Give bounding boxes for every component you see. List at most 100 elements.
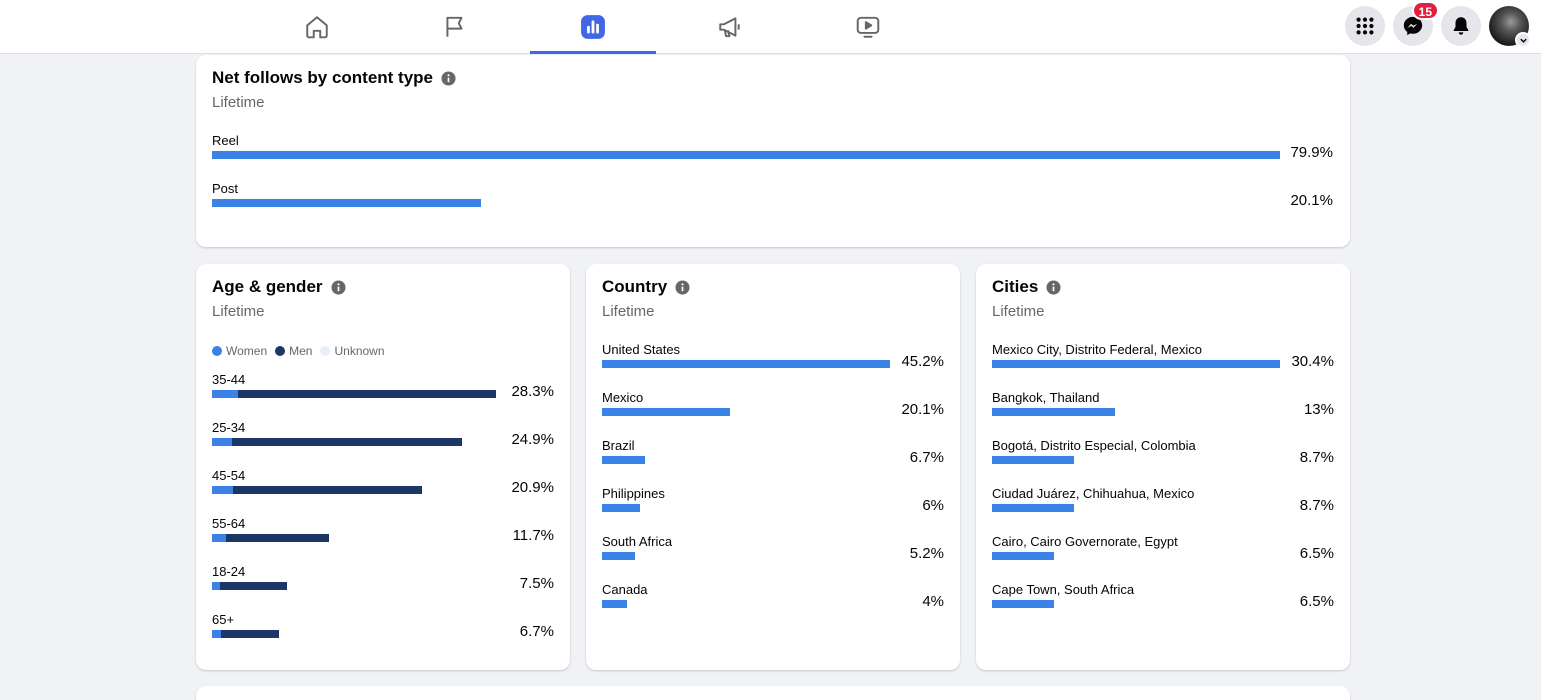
country-row: Philippines 6% [602,486,944,516]
row-label: 25-34 [212,420,246,435]
bar-fill [602,408,730,416]
row-value: 4% [922,593,944,610]
tab-home[interactable] [254,0,380,54]
row-bar [212,390,496,398]
row-label: Brazil [602,438,635,453]
row-bar [602,456,645,464]
row-label: Mexico [602,390,644,405]
bar-segment-women [212,534,226,542]
age-row: 25-34 24.9% [212,420,554,450]
content-type-row: Reel 79.9% [212,133,1333,163]
next-card [196,686,1350,700]
content-type-card: Net follows by content type Lifetime Ree… [196,55,1350,247]
bell-icon [1453,17,1469,35]
bar-fill [992,600,1054,608]
tab-ads[interactable] [667,0,793,54]
row-value: 30.4% [1291,353,1334,370]
country-row: United States 45.2% [602,342,944,372]
row-label: Reel [212,133,239,148]
row-value: 13% [1303,401,1334,418]
age-row: 35-44 28.3% [212,372,554,402]
info-icon[interactable] [1046,279,1061,295]
row-label: Mexico City, Distrito Federal, Mexico [992,342,1202,357]
tab-video[interactable] [805,0,931,54]
megaphone-icon [719,17,740,38]
row-value: 6.5% [1299,545,1334,562]
account-menu-toggle[interactable] [1515,32,1531,48]
row-value: 45.2% [901,353,944,370]
info-icon[interactable] [675,279,690,295]
row-label: 35-44 [212,372,246,387]
top-navigation-bar: 15 [0,0,1541,54]
row-bar [992,504,1074,512]
row-value: 6% [922,497,944,514]
country-card: Country Lifetime United States 45.2% Mexic… [586,264,960,670]
row-label: Post [212,181,239,196]
row-bar [992,408,1115,416]
age-gender-card: Age & gender Lifetime Women Men Unknown … [196,264,570,670]
messenger-icon [1403,16,1423,36]
tab-pages[interactable] [392,0,518,54]
bar-fill [992,552,1054,560]
notifications-button[interactable] [1441,6,1481,46]
age-row: 65+ 6.7% [212,612,554,642]
row-label: Ciudad Juárez, Chihuahua, Mexico [992,486,1195,501]
content-type-row: Post 20.1% [212,181,1333,211]
row-value: 11.7% [512,527,554,544]
row-label: 45-54 [212,468,246,483]
bar-segment-men [233,486,422,494]
legend-label: Women [226,344,268,358]
row-bar [212,438,462,446]
age-row: 18-24 7.5% [212,564,554,594]
menu-button[interactable] [1345,6,1385,46]
bar-fill [992,360,1280,368]
gender-legend: Women Men Unknown [212,344,385,358]
legend-swatch [320,346,331,356]
row-label: Bogotá, Distrito Especial, Colombia [992,438,1196,453]
info-icon[interactable] [441,70,456,86]
tab-insights[interactable] [530,0,656,54]
city-row: Ciudad Juárez, Chihuahua, Mexico 8.7% [992,486,1334,516]
row-value: 6.5% [1299,593,1334,610]
row-value: 6.7% [909,449,944,466]
row-value: 7.5% [519,575,554,592]
row-label: Cape Town, South Africa [992,582,1135,597]
row-label: Bangkok, Thailand [992,390,1100,405]
legend-swatch [212,346,222,356]
bar-segment-women [212,630,221,638]
flag-icon [446,16,463,37]
bar-segment-men [226,534,329,542]
bar-fill [602,600,627,608]
info-icon[interactable] [331,279,346,295]
legend-women: Women [212,344,267,358]
city-row: Bogotá, Distrito Especial, Colombia 8.7% [992,438,1334,468]
row-label: 65+ [212,612,235,627]
row-bar [212,534,329,542]
video-icon [856,16,880,38]
row-bar [602,360,890,368]
row-bar [602,600,627,608]
bar-segment-men [232,438,462,446]
row-value: 8.7% [1299,497,1334,514]
country-row: South Africa 5.2% [602,534,944,564]
row-bar [212,199,481,207]
country-row: Mexico 20.1% [602,390,944,420]
row-value: 6.7% [519,623,554,640]
bar-segment-men [221,630,279,638]
row-label: 18-24 [212,564,246,579]
legend-unknown: Unknown [320,344,385,358]
chevron-down-icon [1519,38,1527,43]
row-bar [992,552,1054,560]
row-bar [212,486,422,494]
row-label: South Africa [602,534,673,549]
row-bar [212,151,1280,159]
row-value: 8.7% [1299,449,1334,466]
messenger-button[interactable]: 15 [1393,1,1439,46]
bar-fill [602,360,890,368]
bar-fill [602,504,640,512]
row-bar [602,408,730,416]
insights-bar-chart-icon [581,15,605,39]
city-row: Cape Town, South Africa 6.5% [992,582,1334,612]
messenger-badge: 15 [1411,1,1439,20]
row-bar [602,552,635,560]
